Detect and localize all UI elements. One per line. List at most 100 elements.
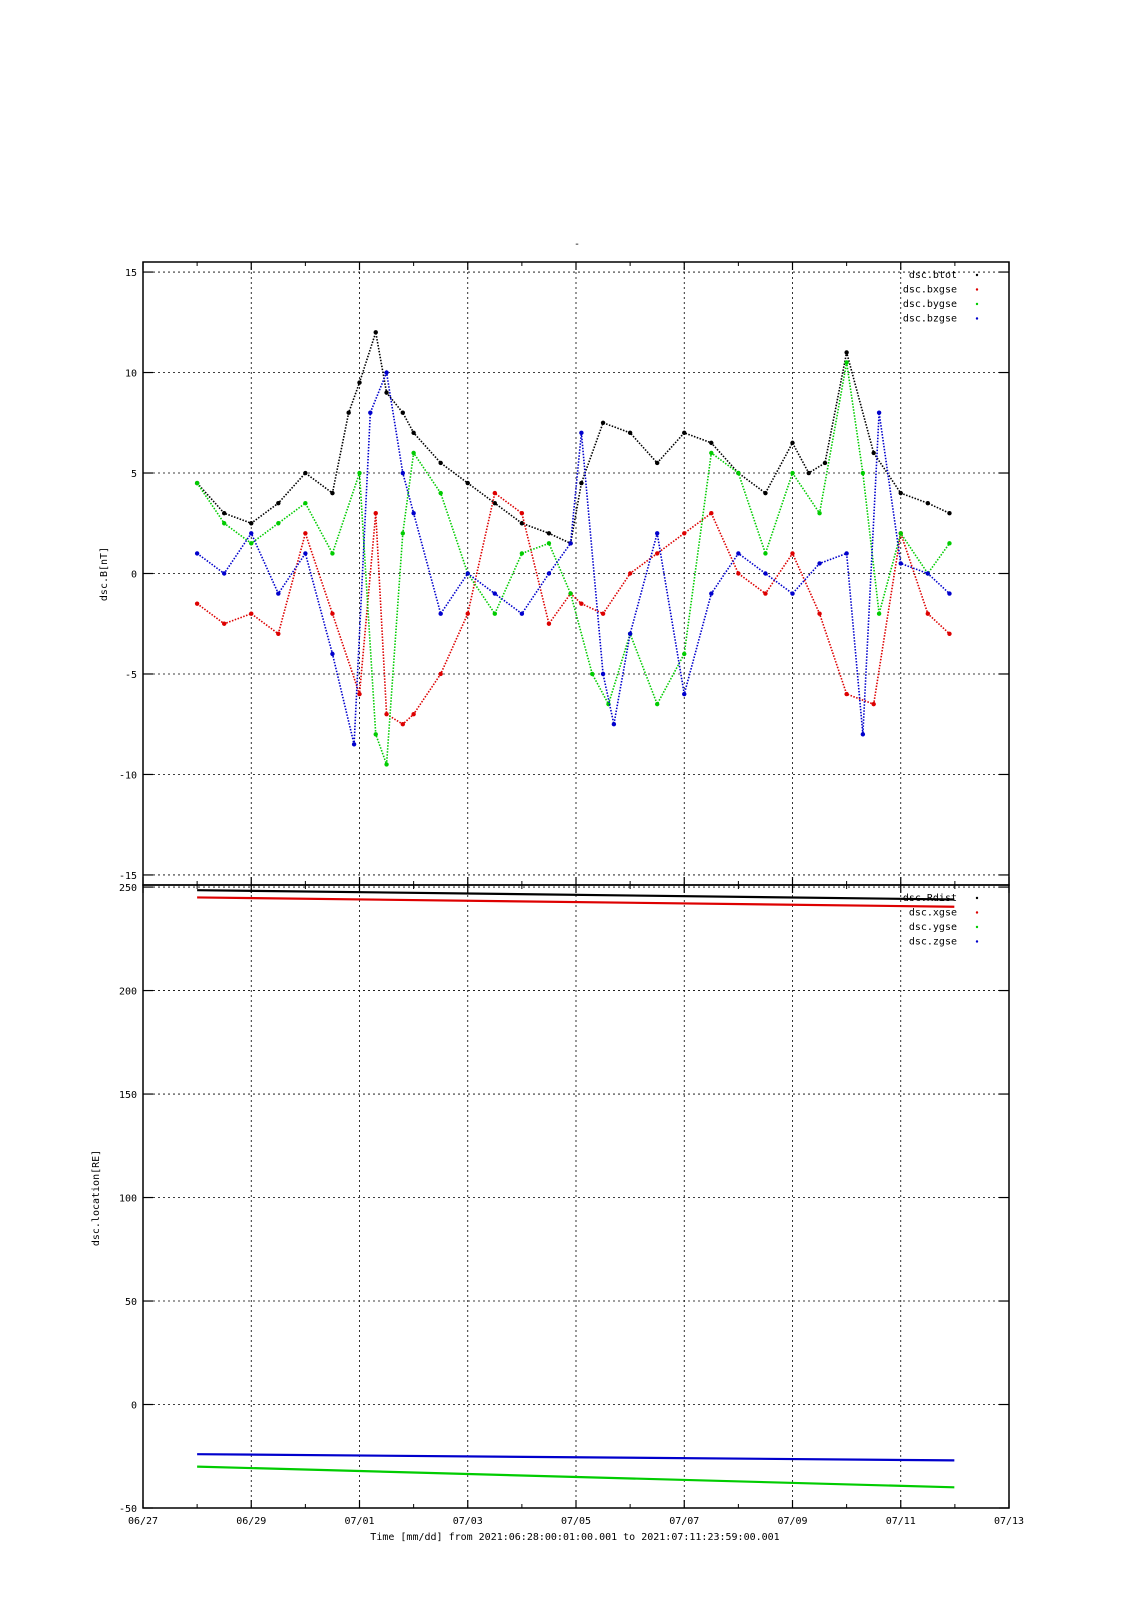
top-data-point [492,591,498,596]
top-data-point [438,460,443,466]
top-legend-swatch [975,273,979,277]
top-data-point [400,531,405,536]
top-data-point [860,470,866,476]
top-y-tick-label: -10 [119,770,137,781]
top-data-point [790,440,795,446]
top-data-point [579,430,584,436]
top-data-point [763,551,768,556]
top-data-point [790,551,795,556]
bot-series-dsc-Rdist [197,889,955,901]
top-data-point [384,370,389,375]
bot-x-tick-label: 07/05 [561,1516,591,1527]
bot-series-line [197,896,955,908]
top-data-point [790,591,795,596]
top-data-point [806,470,811,476]
top-legend-swatch [975,317,979,320]
bottom-y-axis-label: dsc.location[RE] [91,1150,102,1246]
top-data-point [373,330,378,335]
top-data-point [654,460,660,466]
top-data-point [249,521,254,526]
top-data-point [925,571,931,576]
top-series-dsc-bzgse [194,369,952,747]
top-data-point [303,470,308,476]
top-data-point [763,591,768,596]
top-data-point [600,671,606,677]
top-data-point [546,541,552,546]
top-data-point [194,480,200,486]
top-legend-swatch [975,288,979,291]
top-data-point [709,440,714,446]
bottom-grid [143,885,1009,1509]
top-data-point [357,380,362,385]
bot-legend-label: dsc.ygse [909,922,957,933]
top-data-point [465,571,470,576]
top-series-trace [196,362,951,765]
top-y-tick-label: 0 [131,570,137,581]
top-data-point [947,511,952,516]
top-data-point [817,511,822,516]
top-axis-ticks: -15 -10 -5 0 5 10 15 [119,262,1010,885]
bot-series-dsc-ygse [197,1465,955,1489]
bot-y-tick-label: 250 [119,883,137,894]
bot-legend-swatch [975,925,979,929]
top-y-tick-label: 5 [131,469,137,480]
bot-legend-swatch [975,940,979,943]
top-data-point [249,541,254,546]
top-data-point [492,500,498,506]
bottom-legend: dsc.Rdist dsc.xgse dsc.ygse dsc.zgse [903,893,979,948]
top-legend-label: dsc.bygse [903,299,957,310]
bot-x-tick-label: 07/07 [669,1516,699,1527]
top-series-dsc-bxgse [194,490,952,727]
top-data-point [400,722,405,727]
top-series-trace [196,332,950,545]
top-data-point [411,450,416,456]
top-data-point [357,470,362,476]
top-grid [143,262,1009,885]
top-data-point [568,541,573,546]
top-data-point [411,711,416,717]
top-data-point [276,591,281,596]
top-data-point [611,722,617,727]
top-data-point [579,480,584,486]
top-data-point [384,762,389,767]
top-data-point [221,511,227,516]
bot-legend-swatch [975,911,979,914]
top-data-point [276,500,281,506]
bot-y-tick-label: 200 [119,987,137,998]
top-data-point [373,732,378,737]
top-data-point [519,611,525,616]
top-data-point [492,611,498,616]
top-data-point [871,701,876,707]
top-data-point [876,410,882,415]
top-y-axis-label: dsc.B[nT] [99,547,110,601]
bot-x-tick-label: 07/11 [886,1516,916,1527]
top-data-point [947,591,952,596]
top-data-point [221,521,227,526]
top-data-point [519,511,525,516]
top-series-trace [196,369,951,745]
top-data-point [357,691,362,697]
top-data-point [249,611,254,616]
top-data-point [817,611,822,616]
top-data-point [871,450,876,456]
top-data-point [925,611,931,616]
top-data-point [330,651,335,657]
top-data-point [709,591,714,596]
top-data-point [384,390,389,395]
top-data-point [438,611,443,616]
bot-x-tick-label: 06/29 [236,1516,266,1527]
bot-legend-swatch [975,896,979,900]
bot-x-tick-label: 07/01 [344,1516,374,1527]
top-data-point [546,531,552,536]
top-data-point [898,490,903,496]
top-data-point [546,571,552,576]
top-data-point [194,551,200,556]
top-data-point [330,611,335,616]
top-data-point [876,611,882,616]
top-legend-label: dsc.bxgse [903,285,957,296]
bot-series-line [197,1453,955,1462]
top-data-point [303,500,308,506]
top-data-point [627,571,633,576]
top-data-point [844,691,849,697]
top-data-point [519,551,525,556]
